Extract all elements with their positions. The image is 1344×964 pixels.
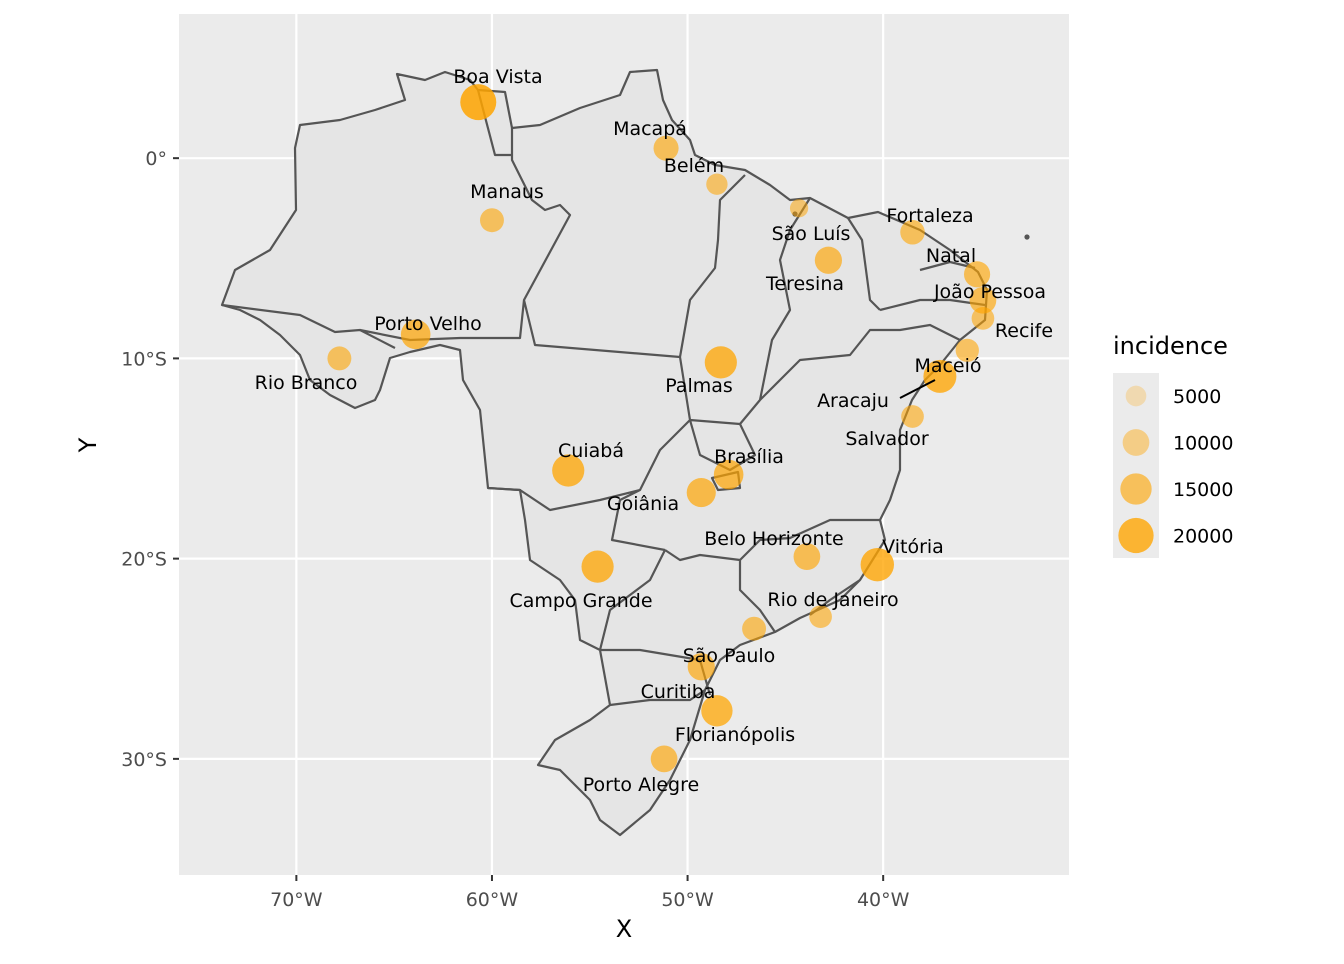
city-label: Rio Branco bbox=[255, 372, 358, 394]
city-label: Salvador bbox=[845, 428, 929, 450]
x-tick-label: 70°W bbox=[270, 889, 323, 911]
city-label: Aracaju bbox=[817, 390, 889, 412]
legend-label: 20000 bbox=[1173, 526, 1233, 548]
incidence-point bbox=[713, 459, 744, 490]
city-label: Fortaleza bbox=[886, 205, 973, 227]
legend: incidence 5000 10000 15000 20000 bbox=[1113, 332, 1233, 558]
city-label: São Luís bbox=[772, 223, 851, 245]
incidence-point bbox=[793, 543, 821, 570]
city-label: Belém bbox=[664, 155, 724, 177]
legend-label: 15000 bbox=[1173, 479, 1233, 501]
city-label: João Pessoa bbox=[933, 281, 1046, 303]
x-tick-label: 40°W bbox=[857, 889, 910, 911]
incidence-point bbox=[581, 550, 614, 583]
y-axis-title: Y bbox=[74, 437, 102, 453]
city-label: Maceió bbox=[914, 355, 981, 377]
city-label: Belo Horizonte bbox=[704, 528, 843, 550]
incidence-point bbox=[706, 173, 728, 195]
incidence-point bbox=[687, 653, 715, 681]
incidence-point bbox=[963, 261, 991, 288]
city-label: Porto Velho bbox=[374, 313, 482, 335]
city-label: Macapá bbox=[613, 118, 687, 140]
incidence-point bbox=[860, 547, 895, 582]
city-label: Natal bbox=[926, 245, 976, 267]
y-tick-label: 0° bbox=[145, 148, 167, 170]
x-axis-title: X bbox=[616, 915, 632, 943]
legend-label: 10000 bbox=[1173, 433, 1233, 455]
incidence-point bbox=[814, 246, 843, 274]
city-label: Boa Vista bbox=[453, 66, 542, 88]
state-boundaries bbox=[220, 68, 1030, 837]
incidence-point bbox=[969, 286, 997, 314]
city-label: Porto Alegre bbox=[583, 774, 699, 796]
x-tick-label: 60°W bbox=[466, 889, 519, 911]
y-tick-label: 10°S bbox=[121, 348, 167, 370]
city-label: Florianópolis bbox=[675, 724, 795, 746]
incidence-point bbox=[923, 359, 957, 393]
incidence-point bbox=[809, 605, 832, 629]
incidence-point bbox=[789, 199, 809, 218]
legend-key-circle bbox=[1120, 473, 1152, 505]
incidence-point bbox=[460, 84, 497, 121]
city-label: Vitória bbox=[882, 536, 944, 558]
city-label: Curitiba bbox=[641, 681, 716, 703]
city-label: Brasília bbox=[714, 446, 784, 468]
city-label: Campo Grande bbox=[509, 590, 652, 612]
island bbox=[1024, 234, 1030, 240]
city-label: Goiânia bbox=[607, 493, 679, 515]
incidence-point bbox=[480, 208, 504, 233]
incidence-point bbox=[701, 695, 733, 727]
legend-title: incidence bbox=[1113, 332, 1228, 360]
incidence-point bbox=[901, 405, 924, 428]
incidence-point bbox=[742, 616, 767, 641]
city-label: Manaus bbox=[470, 181, 544, 203]
x-axis-ticks: 70°W 60°W 50°W 40°W bbox=[270, 875, 910, 911]
incidence-point bbox=[327, 346, 352, 371]
incidence-point bbox=[955, 338, 979, 363]
incidence-points bbox=[327, 84, 997, 773]
incidence-point bbox=[650, 745, 678, 773]
incidence-point bbox=[552, 454, 585, 487]
incidence-point bbox=[400, 319, 431, 350]
city-label: Recife bbox=[995, 320, 1053, 342]
incidence-point bbox=[971, 307, 995, 330]
country-outline bbox=[220, 68, 989, 837]
legend-entries: 5000 10000 15000 20000 bbox=[1118, 385, 1233, 554]
city-label: Teresina bbox=[765, 273, 844, 295]
legend-key-circle bbox=[1118, 517, 1154, 554]
state-boundary-lines bbox=[221, 89, 986, 707]
city-label: Palmas bbox=[665, 375, 733, 397]
incidence-point bbox=[686, 477, 716, 508]
legend-key-circle bbox=[1122, 429, 1150, 456]
y-tick-label: 30°S bbox=[121, 749, 167, 771]
city-labels: Boa Vista Macapá Belém Manaus São Luís Fortal… bbox=[255, 66, 1053, 796]
aracaju-leader-line bbox=[899, 379, 936, 399]
x-tick-label: 50°W bbox=[661, 889, 714, 911]
city-label: Cuiabá bbox=[558, 440, 624, 462]
incidence-point bbox=[653, 135, 679, 161]
incidence-point bbox=[900, 219, 925, 245]
incidence-point bbox=[704, 346, 737, 379]
y-axis-ticks: 0° 10°S 20°S 30°S bbox=[121, 148, 179, 771]
y-tick-label: 20°S bbox=[121, 549, 167, 571]
city-label: São Paulo bbox=[683, 645, 776, 667]
legend-label: 5000 bbox=[1173, 386, 1221, 408]
legend-key-circle bbox=[1125, 385, 1147, 407]
city-label: Rio de Janeiro bbox=[767, 589, 898, 611]
